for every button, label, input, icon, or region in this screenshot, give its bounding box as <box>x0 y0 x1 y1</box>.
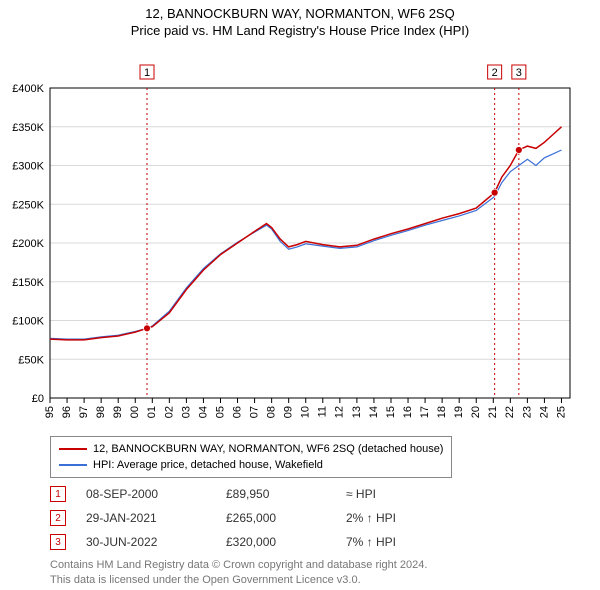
svg-text:2000: 2000 <box>129 406 141 418</box>
svg-text:2018: 2018 <box>436 406 448 418</box>
event-date: 30-JUN-2022 <box>86 535 226 549</box>
svg-text:2009: 2009 <box>283 406 295 418</box>
event-price: £265,000 <box>226 511 346 525</box>
svg-text:2017: 2017 <box>419 406 431 418</box>
event-delta: ≈ HPI <box>346 487 466 501</box>
event-marker: 2 <box>50 510 66 526</box>
svg-text:£50K: £50K <box>18 354 44 366</box>
svg-text:2: 2 <box>492 67 498 79</box>
svg-text:2019: 2019 <box>453 406 465 418</box>
legend-swatch <box>59 448 87 450</box>
svg-text:2010: 2010 <box>300 406 312 418</box>
svg-text:£150K: £150K <box>12 277 44 289</box>
svg-text:3: 3 <box>516 67 522 79</box>
event-price: £320,000 <box>226 535 346 549</box>
svg-text:2001: 2001 <box>146 406 158 418</box>
svg-text:2006: 2006 <box>231 406 243 418</box>
footnote: Contains HM Land Registry data © Crown c… <box>50 558 427 588</box>
event-marker: 3 <box>50 534 66 550</box>
svg-text:2011: 2011 <box>317 406 329 418</box>
svg-text:1999: 1999 <box>112 406 124 418</box>
svg-text:£400K: £400K <box>12 83 44 95</box>
svg-text:2024: 2024 <box>538 406 550 418</box>
svg-text:1998: 1998 <box>95 406 107 418</box>
event-row: 2 29-JAN-2021£265,0002% ↑ HPI <box>50 506 466 530</box>
svg-text:2023: 2023 <box>521 406 533 418</box>
svg-text:2007: 2007 <box>248 406 260 418</box>
svg-text:2016: 2016 <box>402 406 414 418</box>
legend-row: 12, BANNOCKBURN WAY, NORMANTON, WF6 2SQ … <box>59 441 443 457</box>
legend-row: HPI: Average price, detached house, Wake… <box>59 457 443 473</box>
chart-title: 12, BANNOCKBURN WAY, NORMANTON, WF6 2SQ <box>0 0 600 21</box>
legend-label: HPI: Average price, detached house, Wake… <box>93 459 323 471</box>
event-delta: 7% ↑ HPI <box>346 535 466 549</box>
event-price: £89,950 <box>226 487 346 501</box>
legend-label: 12, BANNOCKBURN WAY, NORMANTON, WF6 2SQ … <box>93 443 443 455</box>
event-date: 29-JAN-2021 <box>86 511 226 525</box>
event-date: 08-SEP-2000 <box>86 487 226 501</box>
svg-text:2004: 2004 <box>197 406 209 418</box>
svg-text:2025: 2025 <box>555 406 567 418</box>
svg-text:£200K: £200K <box>12 238 44 250</box>
chart-subtitle: Price paid vs. HM Land Registry's House … <box>0 21 600 38</box>
svg-text:2003: 2003 <box>180 406 192 418</box>
svg-text:£350K: £350K <box>12 122 44 134</box>
svg-text:2022: 2022 <box>504 406 516 418</box>
price-chart: £0 £50K £100K £150K £200K £250K £300K £350K £400… <box>0 38 600 418</box>
svg-text:£100K: £100K <box>12 316 44 328</box>
svg-text:1995: 1995 <box>44 406 56 418</box>
events-table: 1 08-SEP-2000£89,950≈ HPI 2 29-JAN-2021£265… <box>50 482 466 554</box>
footnote-line: Contains HM Land Registry data © Crown c… <box>50 558 427 573</box>
event-row: 3 30-JUN-2022£320,0007% ↑ HPI <box>50 530 466 554</box>
legend: 12, BANNOCKBURN WAY, NORMANTON, WF6 2SQ … <box>50 436 452 478</box>
chart-container: { "title": "12, BANNOCKBURN WAY, NORMANT… <box>0 0 600 590</box>
svg-text:1: 1 <box>144 67 150 79</box>
svg-text:2005: 2005 <box>214 406 226 418</box>
svg-text:£250K: £250K <box>12 199 44 211</box>
svg-text:2012: 2012 <box>334 406 346 418</box>
svg-text:£300K: £300K <box>12 161 44 173</box>
event-marker: 1 <box>50 486 66 502</box>
svg-text:2015: 2015 <box>385 406 397 418</box>
svg-text:2020: 2020 <box>470 406 482 418</box>
svg-text:2014: 2014 <box>368 406 380 418</box>
svg-text:2002: 2002 <box>163 406 175 418</box>
event-row: 1 08-SEP-2000£89,950≈ HPI <box>50 482 466 506</box>
svg-text:2008: 2008 <box>266 406 278 418</box>
svg-text:£0: £0 <box>32 393 44 405</box>
svg-text:1997: 1997 <box>78 406 90 418</box>
event-delta: 2% ↑ HPI <box>346 511 466 525</box>
legend-swatch <box>59 464 87 466</box>
svg-text:2021: 2021 <box>487 406 499 418</box>
svg-text:2013: 2013 <box>351 406 363 418</box>
footnote-line: This data is licensed under the Open Gov… <box>50 573 427 588</box>
svg-text:1996: 1996 <box>61 406 73 418</box>
